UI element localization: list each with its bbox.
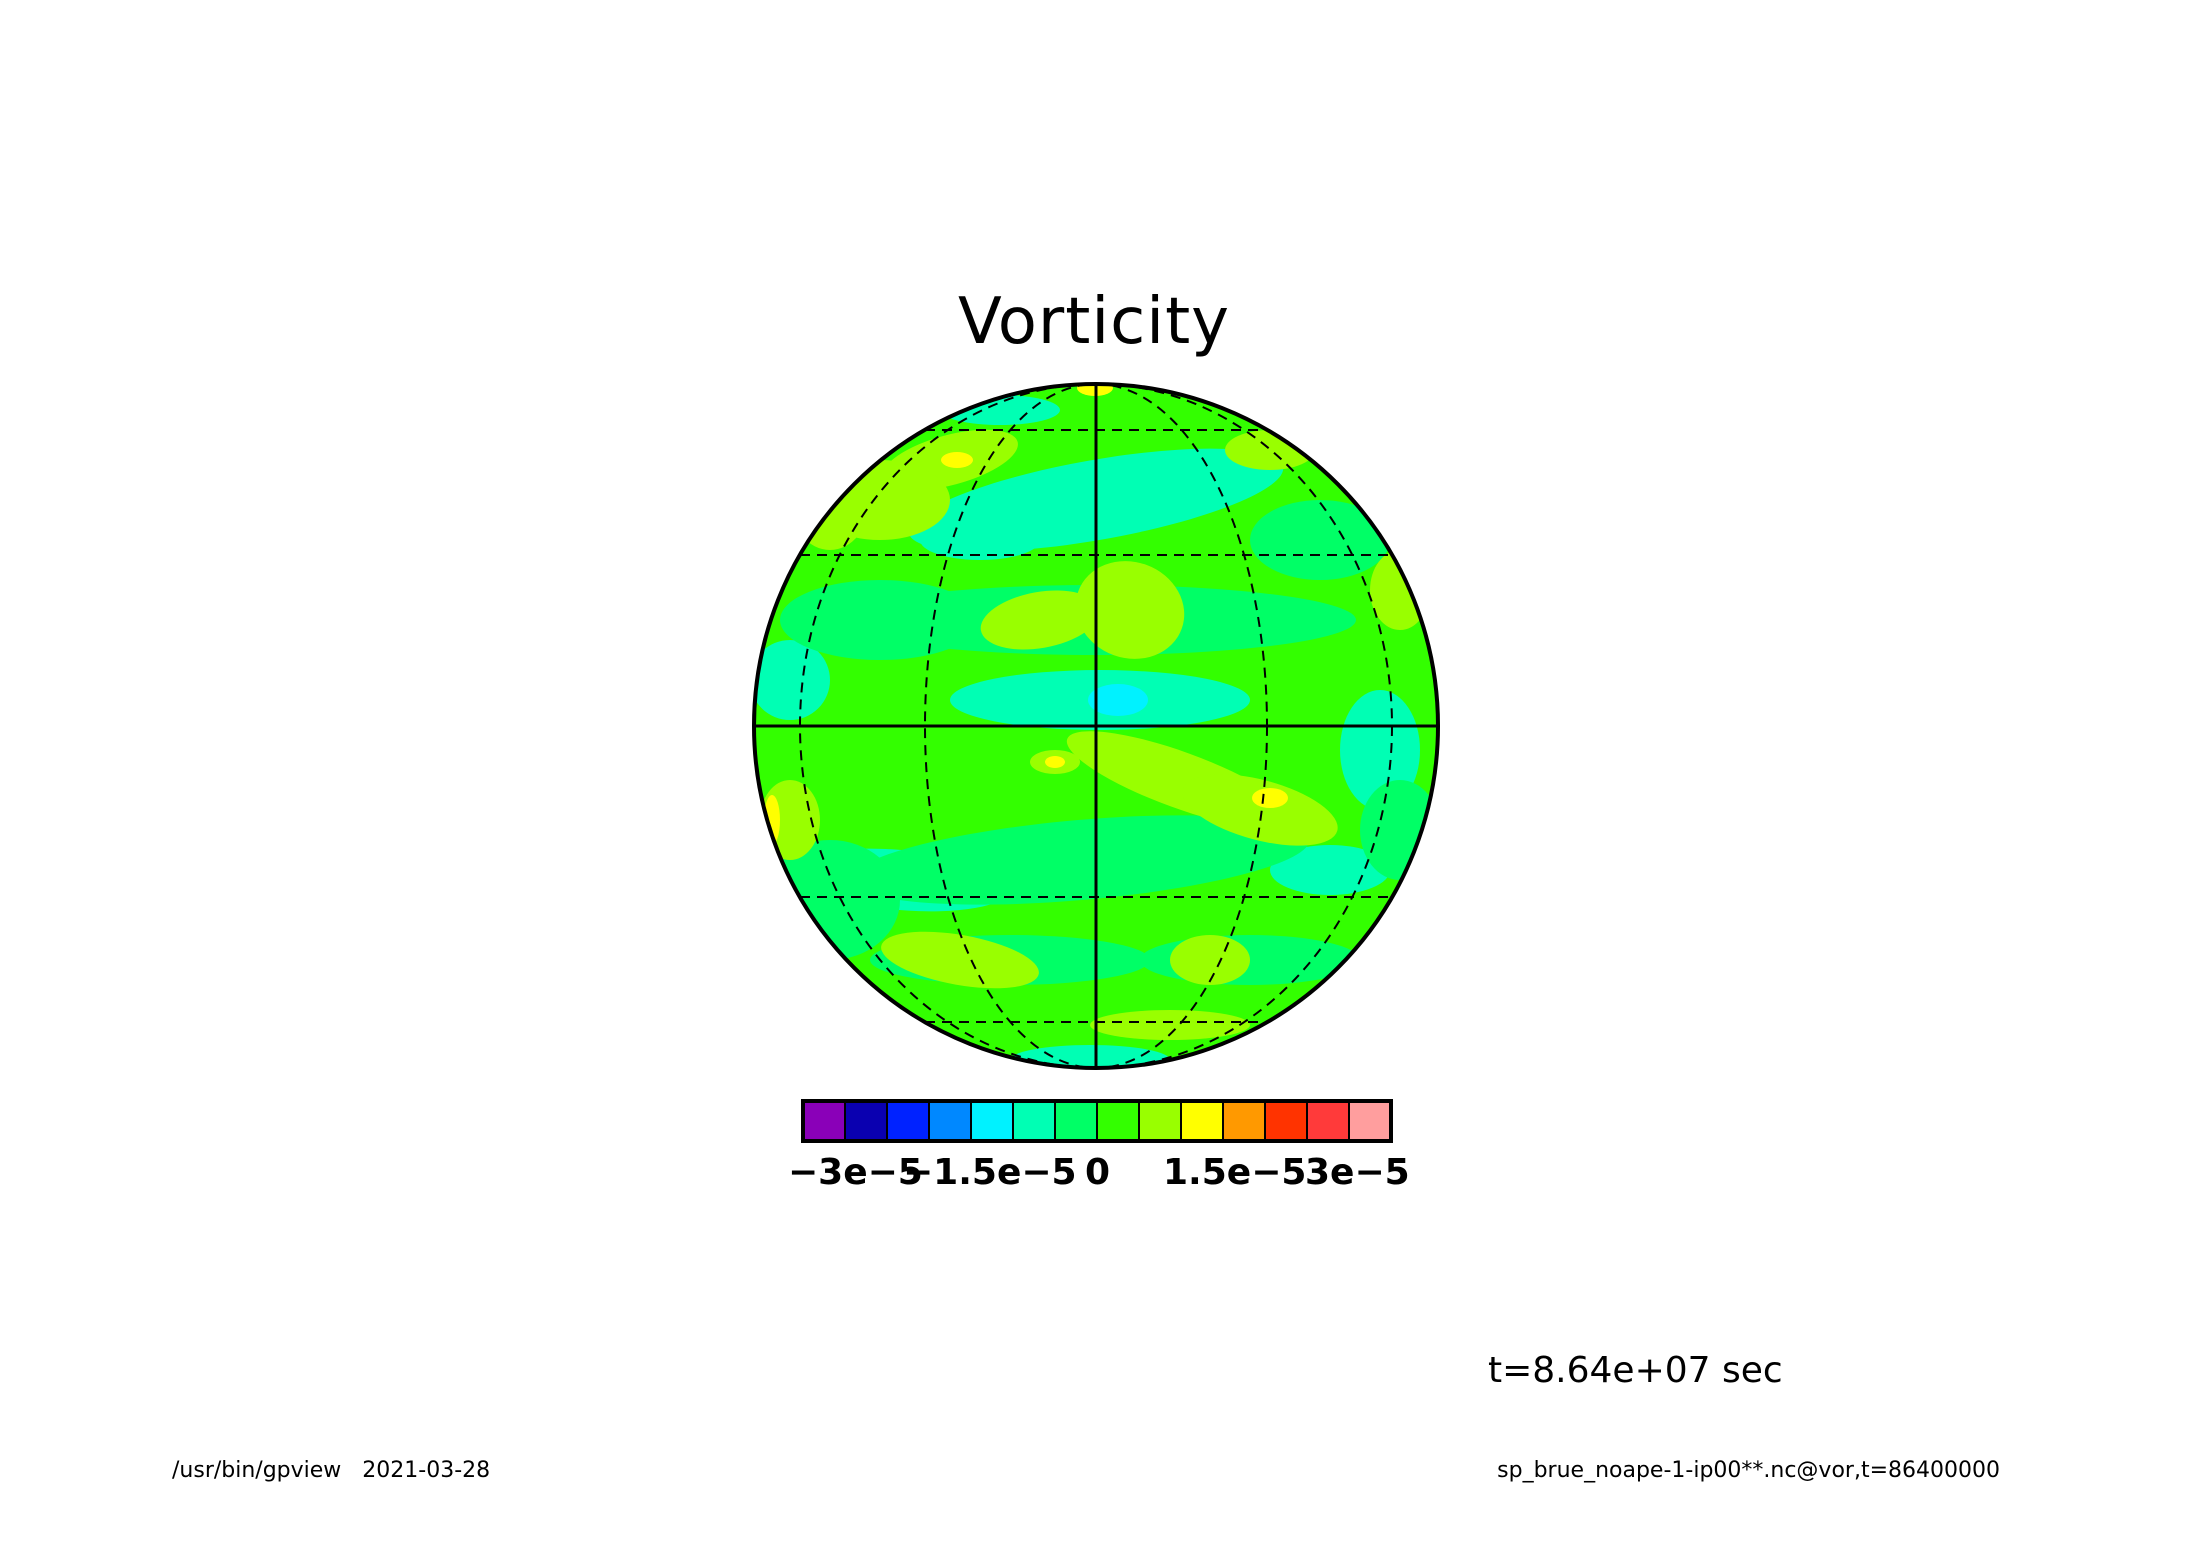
vorticity-contour-region [780,580,980,660]
colorbar-cell [1096,1100,1140,1142]
vorticity-contour-region [1250,500,1390,580]
colorbar-cell [1348,1100,1392,1142]
vorticity-contour-region [881,931,1039,989]
vorticity-contour-region [1170,935,1250,985]
colorbar-cell [1306,1100,1350,1142]
colorbar-tick-label: 0 [1085,1152,1111,1193]
vorticity-contour-region [754,640,830,720]
footer-source: sp_brue_noape-1-ip00**.nc@vor,t=86400000 [1497,1458,2000,1483]
colorbar-cell [844,1100,888,1142]
colorbar-tick-label: 3e−5 [1305,1152,1410,1193]
colorbar-frame [801,1099,1393,1143]
colorbar-cell [1180,1100,1224,1142]
footer-date: 2021-03-28 [362,1458,491,1483]
globe-axes [754,384,1438,1068]
colorbar-cell [1138,1100,1182,1142]
footer-program-date: /usr/bin/gpview 2021-03-28 [172,1458,490,1483]
colorbar-cell [1054,1100,1098,1142]
colorbar-cell [928,1100,972,1142]
vorticity-contour-region [941,452,973,468]
vorticity-contour-region [1045,756,1065,768]
plot-title: Vorticity [957,285,1231,359]
colorbar-cell [970,1100,1014,1142]
colorbar-cell [802,1100,846,1142]
vorticity-contour-region [850,815,1310,905]
vorticity-contour-region [1088,684,1148,716]
colorbar-cell [1012,1100,1056,1142]
colorbar-cell [1264,1100,1308,1142]
footer-program: /usr/bin/gpview [172,1458,342,1483]
colorbar-cell [1222,1100,1266,1142]
vorticity-contour-region [1182,774,1338,846]
colorbar-tick-label: 1.5e−5 [1163,1152,1307,1193]
colorbar-cell [886,1100,930,1142]
vorticity-contour-region [1075,561,1185,659]
vorticity-contour-region [1252,788,1288,808]
globe-outline [752,382,1440,1070]
time-label: t=8.64e+07 sec [1488,1350,1783,1391]
vorticity-contour-region [980,590,1100,650]
colorbar-tick-label: −1.5e−5 [903,1152,1077,1193]
vorticity-contour-region [1090,1010,1250,1040]
colorbar-tick-label: −3e−5 [788,1152,923,1193]
